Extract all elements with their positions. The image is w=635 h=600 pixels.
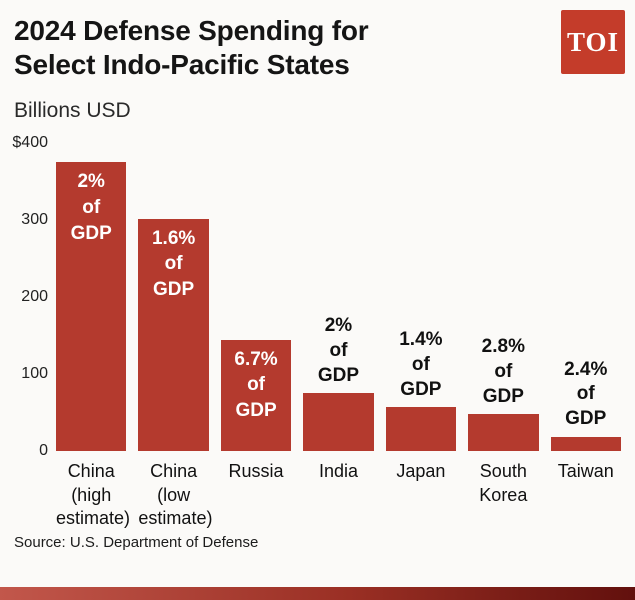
gdp-percentage-label: 2% of GDP: [317, 315, 360, 386]
bar: [550, 436, 621, 452]
bar-area: 2.4% of GDP: [550, 143, 621, 452]
page-title-line-1: 2024 Defense Spending for: [14, 15, 369, 46]
bar-area: 1.6% of GDP: [138, 143, 209, 452]
bar-chart: $400 300 200 100 0 2% of GDP China (high esti…: [0, 133, 635, 532]
page-title-line-2: Select Indo-Pacific States: [14, 48, 350, 80]
x-axis-label: Taiwan: [557, 461, 614, 482]
gdp-percentage-label: 6.7% of GDP: [234, 348, 278, 421]
y-axis-tick: 200: [21, 288, 48, 306]
bar-column: 2% of GDP India: [303, 143, 374, 532]
bar-column: 1.6% of GDP China (low estimate): [138, 143, 213, 532]
x-axis-label: China (low estimate): [138, 461, 213, 528]
x-axis-label: Russia: [228, 461, 284, 482]
bar: 1.6% of GDP: [138, 218, 209, 452]
y-axis-tick: 300: [21, 211, 48, 229]
source-caption: Source: U.S. Department of Defense: [14, 534, 259, 552]
gdp-percentage-label: 2% of GDP: [70, 171, 112, 244]
x-axis-label: South Korea: [479, 461, 528, 505]
bar-column: 2.8% of GDP South Korea: [468, 143, 539, 532]
bar-column: 6.7% of GDP Russia: [220, 143, 292, 532]
y-axis-tick: 0: [39, 442, 48, 460]
y-axis-tick: 100: [21, 365, 48, 383]
bar: 2% of GDP: [56, 162, 127, 452]
x-axis-label: India: [318, 461, 358, 482]
gdp-percentage-label: 2.4% of GDP: [564, 358, 608, 429]
bar-area: 2% of GDP: [303, 143, 374, 452]
bar: [468, 414, 539, 452]
bar-column: 2.4% of GDP Taiwan: [550, 143, 621, 532]
toi-logo: TOI: [561, 10, 625, 74]
bar-column: 1.4% of GDP Japan: [385, 143, 457, 532]
x-axis-label: China (high estimate): [56, 461, 131, 528]
y-axis: $400 300 200 100 0: [8, 134, 56, 459]
gdp-percentage-label: 2.8% of GDP: [481, 336, 525, 407]
bar: [385, 407, 457, 452]
gdp-percentage-label: 1.4% of GDP: [399, 329, 443, 400]
bar: 6.7% of GDP: [220, 339, 292, 452]
bar: [303, 393, 374, 452]
chart-units-label: Billions USD: [14, 99, 131, 123]
bar-area: 6.7% of GDP: [220, 143, 292, 452]
bar-area: 1.4% of GDP: [385, 143, 457, 452]
bar-area: 2% of GDP: [56, 143, 127, 452]
header: 2024 Defense Spending for Select Indo-Pac…: [0, 0, 635, 81]
bar-column: 2% of GDP China (high estimate): [56, 143, 131, 532]
plot-area: 2% of GDP China (high estimate) 1.6% of GD…: [56, 143, 621, 532]
gdp-percentage-label: 1.6% of GDP: [151, 227, 196, 300]
page-title: 2024 Defense Spending for Select Indo-Pac…: [14, 14, 534, 81]
bar-area: 2.8% of GDP: [468, 143, 539, 452]
bottom-accent-strip: [0, 587, 635, 600]
x-axis-label: Japan: [396, 461, 446, 482]
y-axis-tick: $400: [12, 134, 48, 152]
